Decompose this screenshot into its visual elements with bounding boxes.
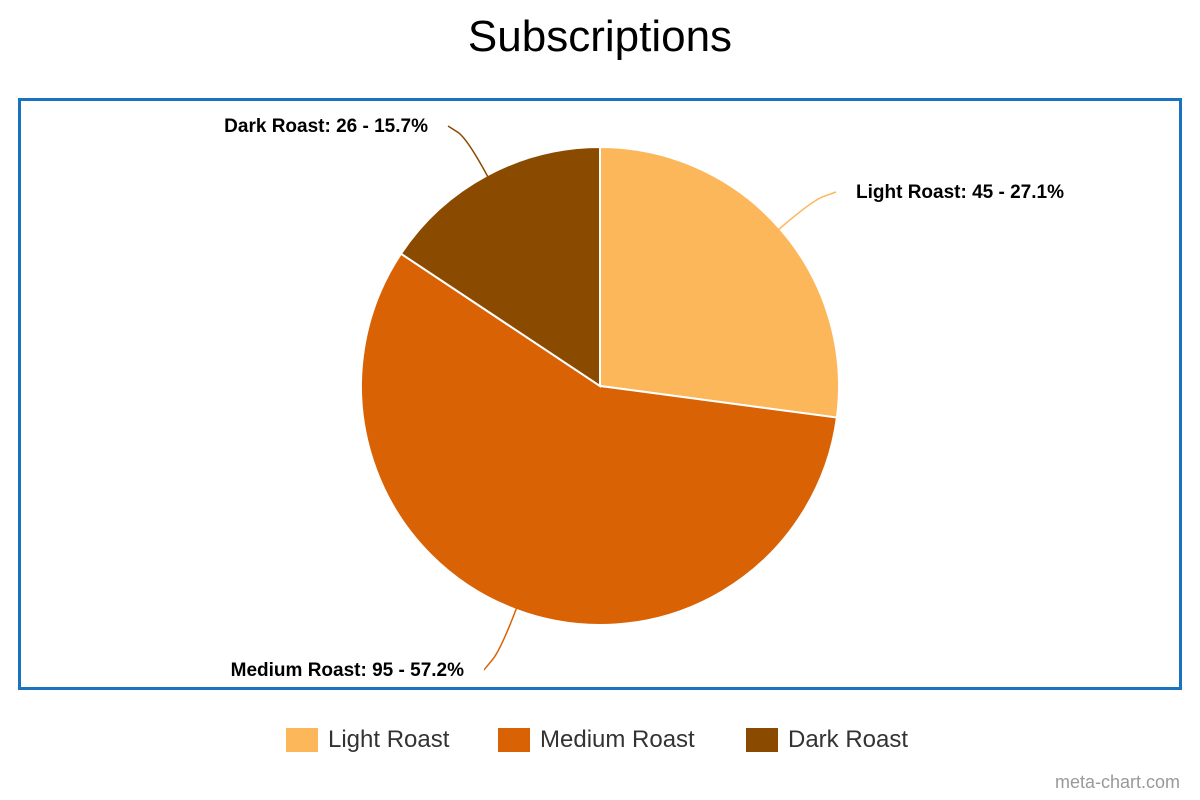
- data-label-medium-roast: Medium Roast: 95 - 57.2%: [231, 660, 464, 681]
- pie-slices: [360, 145, 840, 626]
- plot-frame: [18, 98, 1182, 690]
- legend-label-light-roast: Light Roast: [328, 726, 450, 753]
- legend-swatch-medium-roast: [498, 728, 530, 752]
- data-labels: Light Roast: 45 - 27.1% Medium Roast: 95 …: [224, 116, 1064, 681]
- leader-line-medium-roast: [483, 605, 519, 671]
- leader-line-light-roast: [776, 191, 837, 232]
- legend-label-dark-roast: Dark Roast: [788, 726, 909, 753]
- chart-title: Subscriptions: [467, 12, 733, 61]
- legend: Light Roast Medium Roast Dark Roast: [0, 724, 1200, 756]
- legend-item-light-roast[interactable]: Light Roast: [286, 724, 449, 756]
- legend-item-medium-roast[interactable]: Medium Roast: [498, 724, 695, 756]
- legend-swatch-dark-roast: [746, 728, 778, 752]
- label-leader-lines: [447, 125, 837, 671]
- legend-label-medium-roast: Medium Roast: [540, 726, 695, 753]
- legend-item-dark-roast[interactable]: Dark Roast: [746, 724, 908, 756]
- legend-swatch-light-roast: [286, 728, 318, 752]
- credit-link[interactable]: meta-chart.com: [1054, 772, 1180, 792]
- data-label-dark-roast: Dark Roast: 26 - 15.7%: [224, 116, 428, 137]
- data-label-light-roast: Light Roast: 45 - 27.1%: [856, 182, 1064, 203]
- leader-line-dark-roast: [447, 125, 490, 180]
- pie-slice-light-roast[interactable]: [599, 145, 840, 419]
